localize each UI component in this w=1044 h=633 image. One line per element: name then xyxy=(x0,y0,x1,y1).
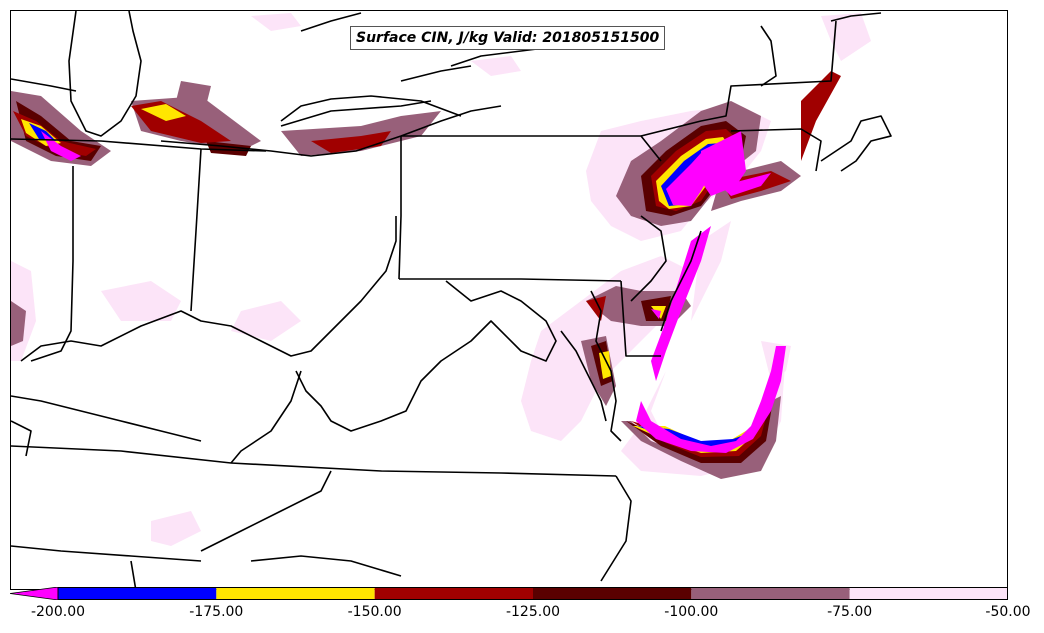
colorbar-bin xyxy=(374,587,533,600)
colorbar-bin xyxy=(533,587,692,600)
cin-shading-magenta xyxy=(41,131,786,453)
colorbar-tick-label: -200.00 xyxy=(30,604,86,620)
colorbar xyxy=(10,587,1008,600)
colorbar-bin xyxy=(216,587,375,600)
colorbar-bin xyxy=(849,587,1008,600)
colorbar-tick-label: -125.00 xyxy=(505,604,561,620)
colorbar-tick-label: -100.00 xyxy=(664,604,719,620)
cin-map xyxy=(11,11,892,589)
map-panel: Surface CIN, J/kg Valid: 201805151500 xyxy=(10,10,1008,590)
colorbar-tick-label: -75.00 xyxy=(827,604,873,620)
colorbar-tick-label: -175.00 xyxy=(189,604,244,620)
map-title: Surface CIN, J/kg Valid: 201805151500 xyxy=(350,26,666,50)
colorbar-bin xyxy=(691,587,850,600)
colorbar-border xyxy=(57,587,1008,600)
colorbar-tick-label: -50.00 xyxy=(985,604,1031,620)
colorbar-bin xyxy=(58,587,217,600)
colorbar-extend-arrow xyxy=(10,587,59,600)
political-boundaries xyxy=(11,11,892,589)
colorbar-tick-label: -150.00 xyxy=(347,604,402,620)
